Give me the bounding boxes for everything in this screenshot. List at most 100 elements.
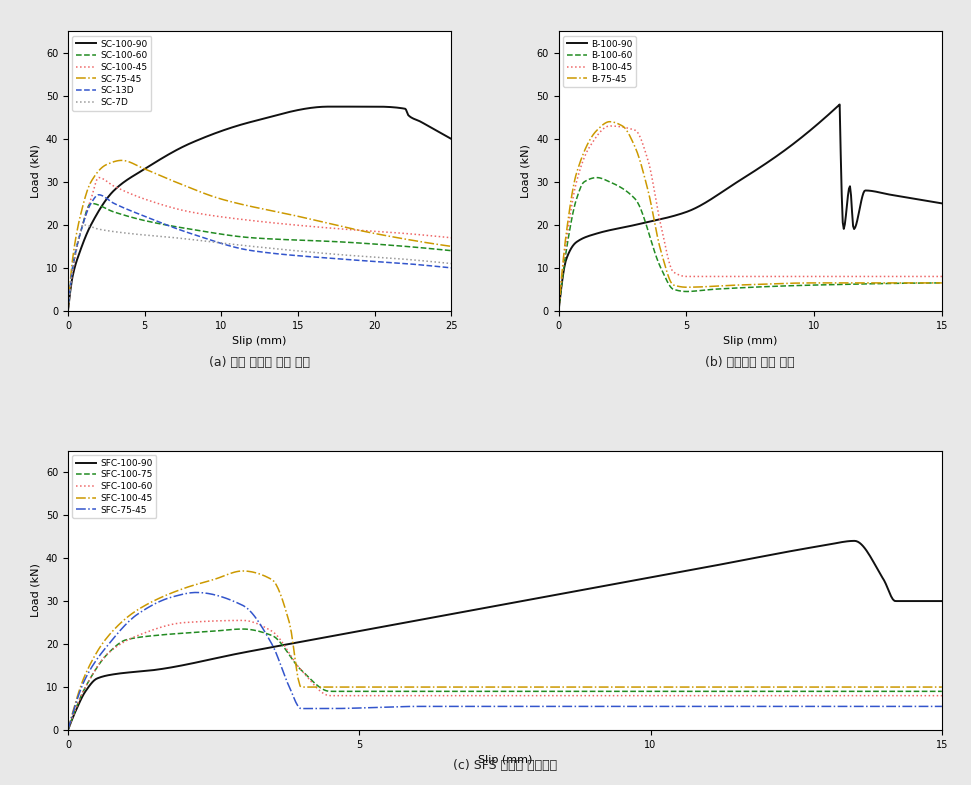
B-100-60 <box>936 278 948 287</box>
SFC-100-90 <box>917 597 928 606</box>
SC-7D <box>340 250 352 260</box>
B-100-90 <box>552 306 564 316</box>
SFC-100-45 <box>349 682 360 692</box>
SC-100-90 <box>323 102 335 111</box>
SFC-100-75 <box>167 630 179 639</box>
SFC-100-90 <box>936 597 948 606</box>
SC-100-90 <box>437 130 449 139</box>
SFC-100-90 <box>535 593 547 602</box>
Line: B-100-45: B-100-45 <box>558 126 942 311</box>
Text: (c) SFS 스크류 실험결과: (c) SFS 스크류 실험결과 <box>452 759 557 772</box>
SC-13D <box>188 230 200 239</box>
SC-75-45 <box>108 157 119 166</box>
Text: (b) 라그볼트 실험 결과: (b) 라그볼트 실험 결과 <box>705 356 795 369</box>
Line: SC-7D: SC-7D <box>68 225 452 311</box>
SFC-100-75 <box>699 687 711 696</box>
SFC-100-45 <box>695 682 707 692</box>
Line: SC-100-90: SC-100-90 <box>68 107 452 311</box>
SC-7D <box>109 227 120 236</box>
SC-7D <box>188 235 200 244</box>
SC-100-45 <box>109 182 120 192</box>
Y-axis label: Load (kN): Load (kN) <box>30 564 41 617</box>
Line: SFC-75-45: SFC-75-45 <box>68 593 942 730</box>
SFC-100-90 <box>62 725 74 735</box>
B-100-60 <box>600 175 612 184</box>
SC-7D <box>215 238 226 247</box>
SFC-100-45 <box>237 566 249 575</box>
SC-7D <box>342 250 353 260</box>
SC-7D <box>304 247 316 257</box>
B-100-60 <box>706 285 718 294</box>
Text: (a) 노말 스크류 실험 결과: (a) 노말 스크류 실험 결과 <box>209 356 310 369</box>
Legend: SFC-100-90, SFC-100-75, SFC-100-60, SFC-100-45, SFC-75-45: SFC-100-90, SFC-100-75, SFC-100-60, SFC-… <box>73 455 156 518</box>
Legend: B-100-90, B-100-60, B-100-45, B-75-45: B-100-90, B-100-60, B-100-45, B-75-45 <box>563 36 636 87</box>
SC-13D <box>342 255 353 265</box>
SFC-100-60 <box>695 691 707 700</box>
SFC-100-45 <box>62 725 74 735</box>
SFC-100-90 <box>583 584 594 593</box>
SC-100-60 <box>340 237 352 246</box>
SC-100-90 <box>244 118 255 127</box>
B-100-60 <box>552 306 564 316</box>
SC-13D <box>109 199 120 209</box>
B-75-45 <box>604 117 616 126</box>
B-100-60 <box>795 281 807 290</box>
SC-100-60 <box>109 207 120 217</box>
SFC-100-60 <box>235 615 247 625</box>
SC-100-60 <box>62 306 74 316</box>
SFC-75-45 <box>349 703 360 713</box>
SC-75-45 <box>116 155 127 165</box>
SFC-100-90 <box>849 536 860 546</box>
SFC-100-75 <box>936 687 948 696</box>
SC-100-45 <box>62 306 74 316</box>
SC-100-90 <box>377 102 388 111</box>
B-75-45 <box>936 278 948 287</box>
Line: SC-100-60: SC-100-60 <box>68 203 452 311</box>
SC-100-90 <box>446 134 457 144</box>
SC-13D <box>446 263 457 272</box>
SFC-100-60 <box>614 691 625 700</box>
X-axis label: Slip (mm): Slip (mm) <box>723 336 778 346</box>
SFC-100-45 <box>614 682 625 692</box>
Y-axis label: Load (kN): Load (kN) <box>520 144 531 198</box>
SFC-100-60 <box>699 691 711 700</box>
B-75-45 <box>795 279 807 288</box>
SC-100-60 <box>304 236 316 245</box>
SC-100-45 <box>188 208 200 217</box>
SC-13D <box>215 239 226 248</box>
B-100-45 <box>795 272 807 281</box>
Line: SFC-100-45: SFC-100-45 <box>68 571 942 730</box>
SFC-100-60 <box>349 691 360 700</box>
SC-100-90 <box>290 106 302 115</box>
SC-100-45 <box>304 221 316 231</box>
SFC-100-90 <box>483 603 494 612</box>
SC-100-90 <box>270 111 282 120</box>
SC-100-45 <box>446 233 457 243</box>
SFC-100-90 <box>779 548 790 557</box>
SFC-100-90 <box>477 604 488 613</box>
SC-13D <box>62 306 74 316</box>
SC-75-45 <box>340 223 352 232</box>
SFC-100-75 <box>349 687 360 696</box>
Line: B-100-60: B-100-60 <box>558 177 942 311</box>
SFC-100-75 <box>62 725 74 735</box>
Line: SFC-100-90: SFC-100-90 <box>68 541 942 730</box>
B-100-45 <box>832 272 844 281</box>
B-100-60 <box>832 279 844 289</box>
B-100-45 <box>679 272 690 281</box>
B-100-60 <box>830 279 842 289</box>
B-100-90 <box>834 100 846 109</box>
SC-75-45 <box>342 223 353 232</box>
B-75-45 <box>679 283 690 292</box>
SFC-75-45 <box>191 588 203 597</box>
B-100-90 <box>905 193 917 203</box>
B-75-45 <box>706 282 718 291</box>
SC-75-45 <box>446 242 457 251</box>
SC-75-45 <box>304 214 316 224</box>
SFC-75-45 <box>411 702 422 711</box>
Line: SC-13D: SC-13D <box>68 195 452 311</box>
B-100-60 <box>591 173 603 182</box>
X-axis label: Slip (mm): Slip (mm) <box>232 336 286 346</box>
SC-100-45 <box>340 225 352 234</box>
SFC-75-45 <box>614 702 625 711</box>
